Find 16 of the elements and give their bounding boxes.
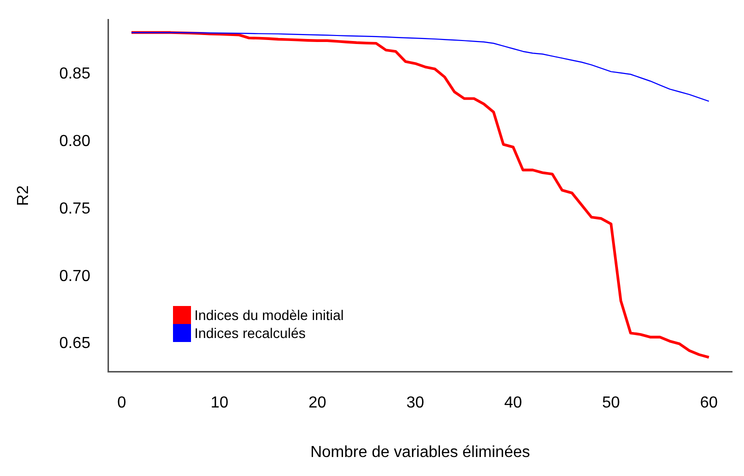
legend-label: Indices recalculés: [194, 324, 306, 342]
x-tick-label: 10: [210, 394, 229, 412]
y-tick-label: 0.85: [59, 66, 90, 83]
x-tick-label: 60: [700, 394, 718, 412]
x-tick-label: 40: [504, 394, 522, 412]
y-tick-label: 0.80: [59, 133, 90, 150]
x-tick-label: 0: [117, 394, 126, 412]
x-tick-label: 50: [602, 394, 620, 412]
y-tick-label: 0.75: [59, 200, 90, 218]
y-axis-title: R2: [15, 185, 32, 206]
x-tick-label: 20: [308, 394, 326, 412]
legend-label: Indices du modèle initial: [194, 306, 344, 324]
y-tick-label: 0.65: [59, 335, 90, 352]
x-tick-label: 30: [406, 394, 424, 412]
x-axis-title: Nombre de variables éliminées: [310, 444, 530, 461]
y-tick-label: 0.70: [59, 268, 90, 285]
